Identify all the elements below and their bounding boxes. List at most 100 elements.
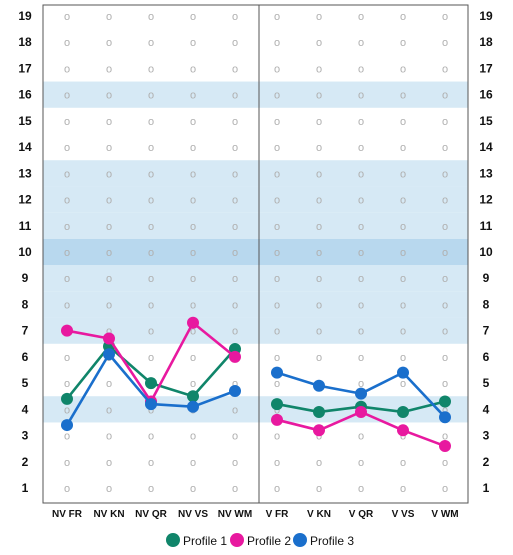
grid-marker: o [64, 142, 70, 154]
y-tick-label-left-5: 5 [22, 376, 29, 390]
grid-marker: o [64, 299, 70, 311]
grid-marker: o [274, 247, 280, 259]
data-point [61, 324, 73, 337]
grid-marker: o [442, 221, 448, 233]
grid-marker: o [442, 273, 448, 285]
data-point [355, 405, 367, 418]
grid-marker: o [316, 37, 322, 49]
grid-marker: o [190, 247, 196, 259]
grid-marker: o [64, 247, 70, 259]
y-tick-label-right-1: 1 [483, 481, 490, 495]
grid-marker: o [106, 37, 112, 49]
grid-marker: o [232, 195, 238, 207]
grid-marker: o [106, 431, 112, 443]
grid-marker: o [64, 168, 70, 180]
band-layer [43, 81, 468, 423]
y-tick-label-left-4: 4 [22, 402, 29, 416]
data-point [313, 379, 325, 392]
grid-marker: o [106, 221, 112, 233]
grid-marker: o [400, 457, 406, 469]
grid-marker: o [274, 299, 280, 311]
y-tick-label-right-10: 10 [479, 245, 493, 259]
grid-marker: o [64, 431, 70, 443]
data-point [187, 316, 199, 329]
grid-marker: o [64, 273, 70, 285]
x-tick-label: V VS [392, 509, 415, 520]
grid-marker: o [316, 299, 322, 311]
y-tick-label-left-18: 18 [18, 35, 32, 49]
grid-marker: o [400, 11, 406, 23]
grid-marker: o [274, 63, 280, 75]
grid-marker: o [106, 116, 112, 128]
x-tick-label: NV QR [135, 509, 167, 520]
y-tick-label-right-3: 3 [483, 429, 490, 443]
grid-marker: o [106, 195, 112, 207]
grid-marker: o [442, 247, 448, 259]
grid-marker: o [148, 273, 154, 285]
y-tick-label-left-8: 8 [22, 297, 29, 311]
y-tick-label-right-9: 9 [483, 271, 490, 285]
data-point [271, 413, 283, 426]
grid-marker: o [148, 431, 154, 443]
grid-marker: o [274, 221, 280, 233]
grid-marker: o [232, 221, 238, 233]
grid-marker: o [190, 116, 196, 128]
grid-marker: o [358, 63, 364, 75]
data-point [355, 387, 367, 400]
grid-marker: o [274, 195, 280, 207]
data-point [397, 405, 409, 418]
data-point [397, 366, 409, 379]
x-tick-labels: NV FR NV KN NV QR NV VS NV WM V FR V KN V QR V V… [52, 509, 459, 520]
grid-marker: o [358, 326, 364, 338]
grid-marker: o [358, 457, 364, 469]
y-tick-label-left-2: 2 [22, 455, 29, 469]
grid-marker: o [400, 483, 406, 495]
legend-item: Profile 2 [230, 533, 291, 548]
data-point [229, 350, 241, 363]
band-12 [43, 186, 468, 213]
grid-marker: o [400, 273, 406, 285]
grid-marker: o [232, 299, 238, 311]
grid-marker: o [274, 273, 280, 285]
grid-marker: o [400, 168, 406, 180]
band-9 [43, 265, 468, 292]
band-4 [43, 396, 468, 423]
y-tick-label-left-14: 14 [18, 140, 32, 154]
grid-marker: o [274, 90, 280, 102]
grid-marker: o [400, 195, 406, 207]
grid-marker: o [148, 37, 154, 49]
grid-marker: o [232, 63, 238, 75]
y-tick-label-right-5: 5 [483, 376, 490, 390]
grid-marker: o [442, 11, 448, 23]
grid-marker: o [232, 404, 238, 416]
grid-marker: o [400, 326, 406, 338]
legend-item: Profile 1 [166, 533, 227, 548]
legend-swatch [230, 533, 244, 547]
grid-marker: o [442, 142, 448, 154]
grid-marker: o [358, 142, 364, 154]
legend-swatch [166, 533, 180, 547]
grid-marker: o [232, 457, 238, 469]
grid-marker: o [106, 378, 112, 390]
y-tick-label-right-17: 17 [479, 61, 493, 75]
grid-marker: o [106, 404, 112, 416]
grid-marker: o [442, 326, 448, 338]
legend: Profile 1 Profile 2 Profile 3 [166, 533, 354, 548]
data-point [271, 366, 283, 379]
grid-marker: o [64, 37, 70, 49]
grid-marker: o [190, 483, 196, 495]
grid-marker: o [400, 37, 406, 49]
grid-markers: o o o o o o o o o o o o o o o o o o o o o o o o o o o o o o o o o o o o o o o o… [64, 11, 448, 495]
grid-marker: o [400, 247, 406, 259]
grid-marker: o [274, 116, 280, 128]
grid-marker: o [106, 168, 112, 180]
grid-marker: o [358, 11, 364, 23]
y-tick-label-right-16: 16 [479, 88, 493, 102]
grid-marker: o [190, 273, 196, 285]
grid-marker: o [148, 168, 154, 180]
y-tick-label-left-9: 9 [22, 271, 29, 285]
grid-marker: o [316, 483, 322, 495]
grid-marker: o [442, 63, 448, 75]
grid-marker: o [358, 37, 364, 49]
data-point [397, 424, 409, 437]
